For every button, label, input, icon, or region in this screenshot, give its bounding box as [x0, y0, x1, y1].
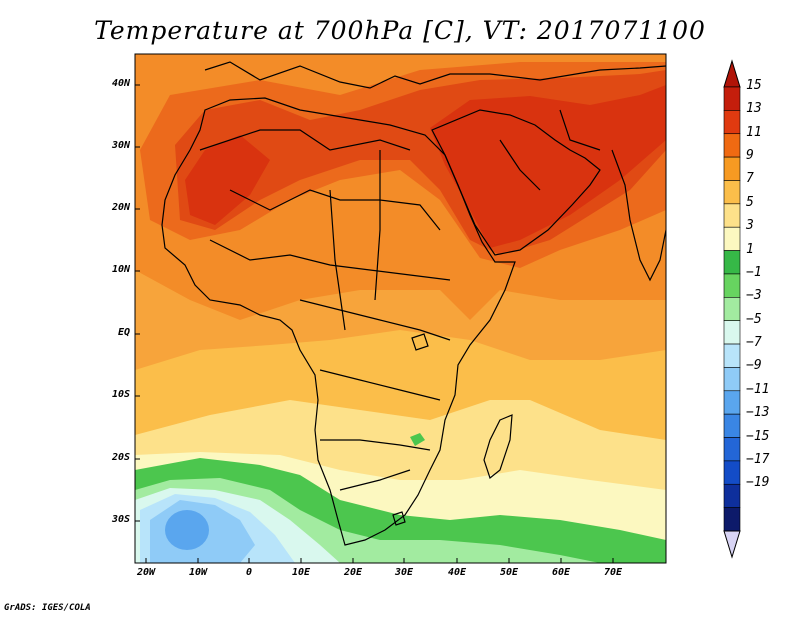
colorbar-label: 9	[746, 148, 754, 164]
map-title: Temperature at 700hPa [C], VT: 201707110…	[94, 16, 706, 45]
colorbar-segment	[723, 226, 741, 251]
latitude-label: 10S	[111, 389, 130, 400]
lesotho	[392, 511, 406, 526]
colorbar-segment	[723, 110, 741, 135]
colorbar-segment	[723, 133, 741, 158]
country-border	[199, 129, 411, 151]
colorbar-label: −15	[746, 428, 770, 444]
plot-frame	[134, 53, 667, 564]
colorbar-label: −9	[746, 358, 762, 374]
india-coastline	[611, 149, 666, 282]
colorbar	[723, 59, 741, 559]
country-border	[299, 299, 451, 341]
colorbar-label: 5	[746, 194, 754, 210]
country-border	[319, 369, 441, 401]
colorbar-segment	[723, 156, 741, 181]
latitude-label: 20N	[111, 202, 130, 213]
longitude-label: 50E	[499, 567, 519, 578]
latitude-label: 20S	[111, 452, 130, 463]
colorbar-segment	[723, 507, 741, 532]
colorbar-segment	[723, 460, 741, 485]
lake-victoria	[411, 333, 429, 351]
longitude-label: 70E	[603, 567, 623, 578]
colorbar-segment	[723, 413, 741, 438]
madagascar-coastline	[483, 414, 513, 480]
colorbar-segment	[723, 180, 741, 205]
latitude-label: 10N	[111, 264, 130, 275]
field-cold-core	[165, 510, 209, 550]
colorbar-label: −17	[746, 451, 770, 467]
colorbar-segment	[723, 273, 741, 298]
field-green-small	[410, 433, 425, 446]
country-border	[320, 439, 431, 451]
country-border	[339, 469, 411, 491]
colorbar-label: 13	[746, 101, 762, 117]
longitude-ticks	[145, 558, 614, 563]
latitude-label: 30S	[111, 514, 130, 525]
longitude-label: 0	[245, 567, 253, 578]
country-border	[329, 189, 346, 331]
longitude-label: 10W	[188, 567, 208, 578]
field-extreme-core	[430, 85, 666, 248]
latitude-ticks	[135, 84, 140, 522]
colorbar-label: 15	[746, 78, 762, 93]
colorbar-segment	[723, 86, 741, 111]
latitude-label: EQ	[117, 327, 130, 338]
colorbar-label: −19	[746, 475, 770, 491]
colorbar-segment	[723, 343, 741, 368]
colorbar-segment	[723, 437, 741, 462]
country-border	[374, 150, 381, 301]
colorbar-top-arrow	[723, 59, 741, 88]
colorbar-label: 11	[746, 124, 762, 140]
colorbar-label: −3	[746, 288, 762, 304]
colorbar-label: −13	[746, 405, 770, 421]
colorbar-bottom-arrow	[723, 530, 741, 559]
country-border	[499, 139, 541, 191]
colorbar-segment	[723, 390, 741, 415]
credit-text: GrADS: IGES/COLA	[4, 603, 91, 613]
colorbar-segment	[723, 250, 741, 275]
colorbar-label: 1	[746, 241, 754, 257]
colorbar-segment	[723, 367, 741, 392]
longitude-label: 20E	[343, 567, 363, 578]
longitude-label: 30E	[394, 567, 414, 578]
country-border	[209, 239, 451, 281]
latitude-label: 40N	[111, 78, 130, 89]
country-border	[229, 189, 441, 231]
colorbar-segment	[723, 297, 741, 321]
colorbar-label: −1	[746, 264, 762, 280]
temperature-field	[135, 54, 666, 563]
colorbar-label: −7	[746, 335, 762, 351]
colorbar-label: −11	[746, 381, 770, 397]
longitude-label: 20W	[136, 567, 156, 578]
longitude-label: 10E	[291, 567, 311, 578]
colorbar-segment	[723, 320, 741, 345]
europe-coastline	[204, 61, 666, 89]
colorbar-segment	[723, 483, 741, 508]
coastlines	[161, 61, 666, 546]
colorbar-label: −5	[746, 311, 762, 327]
colorbar-label: 7	[746, 171, 754, 187]
longitude-label: 60E	[551, 567, 571, 578]
colorbar-label: 3	[746, 218, 754, 234]
longitude-label: 40E	[447, 567, 467, 578]
field-extreme-west-core	[185, 135, 270, 225]
country-border	[559, 109, 601, 151]
colorbar-segment	[723, 203, 741, 228]
arabia-coastline	[431, 109, 601, 256]
latitude-label: 30N	[111, 140, 130, 151]
